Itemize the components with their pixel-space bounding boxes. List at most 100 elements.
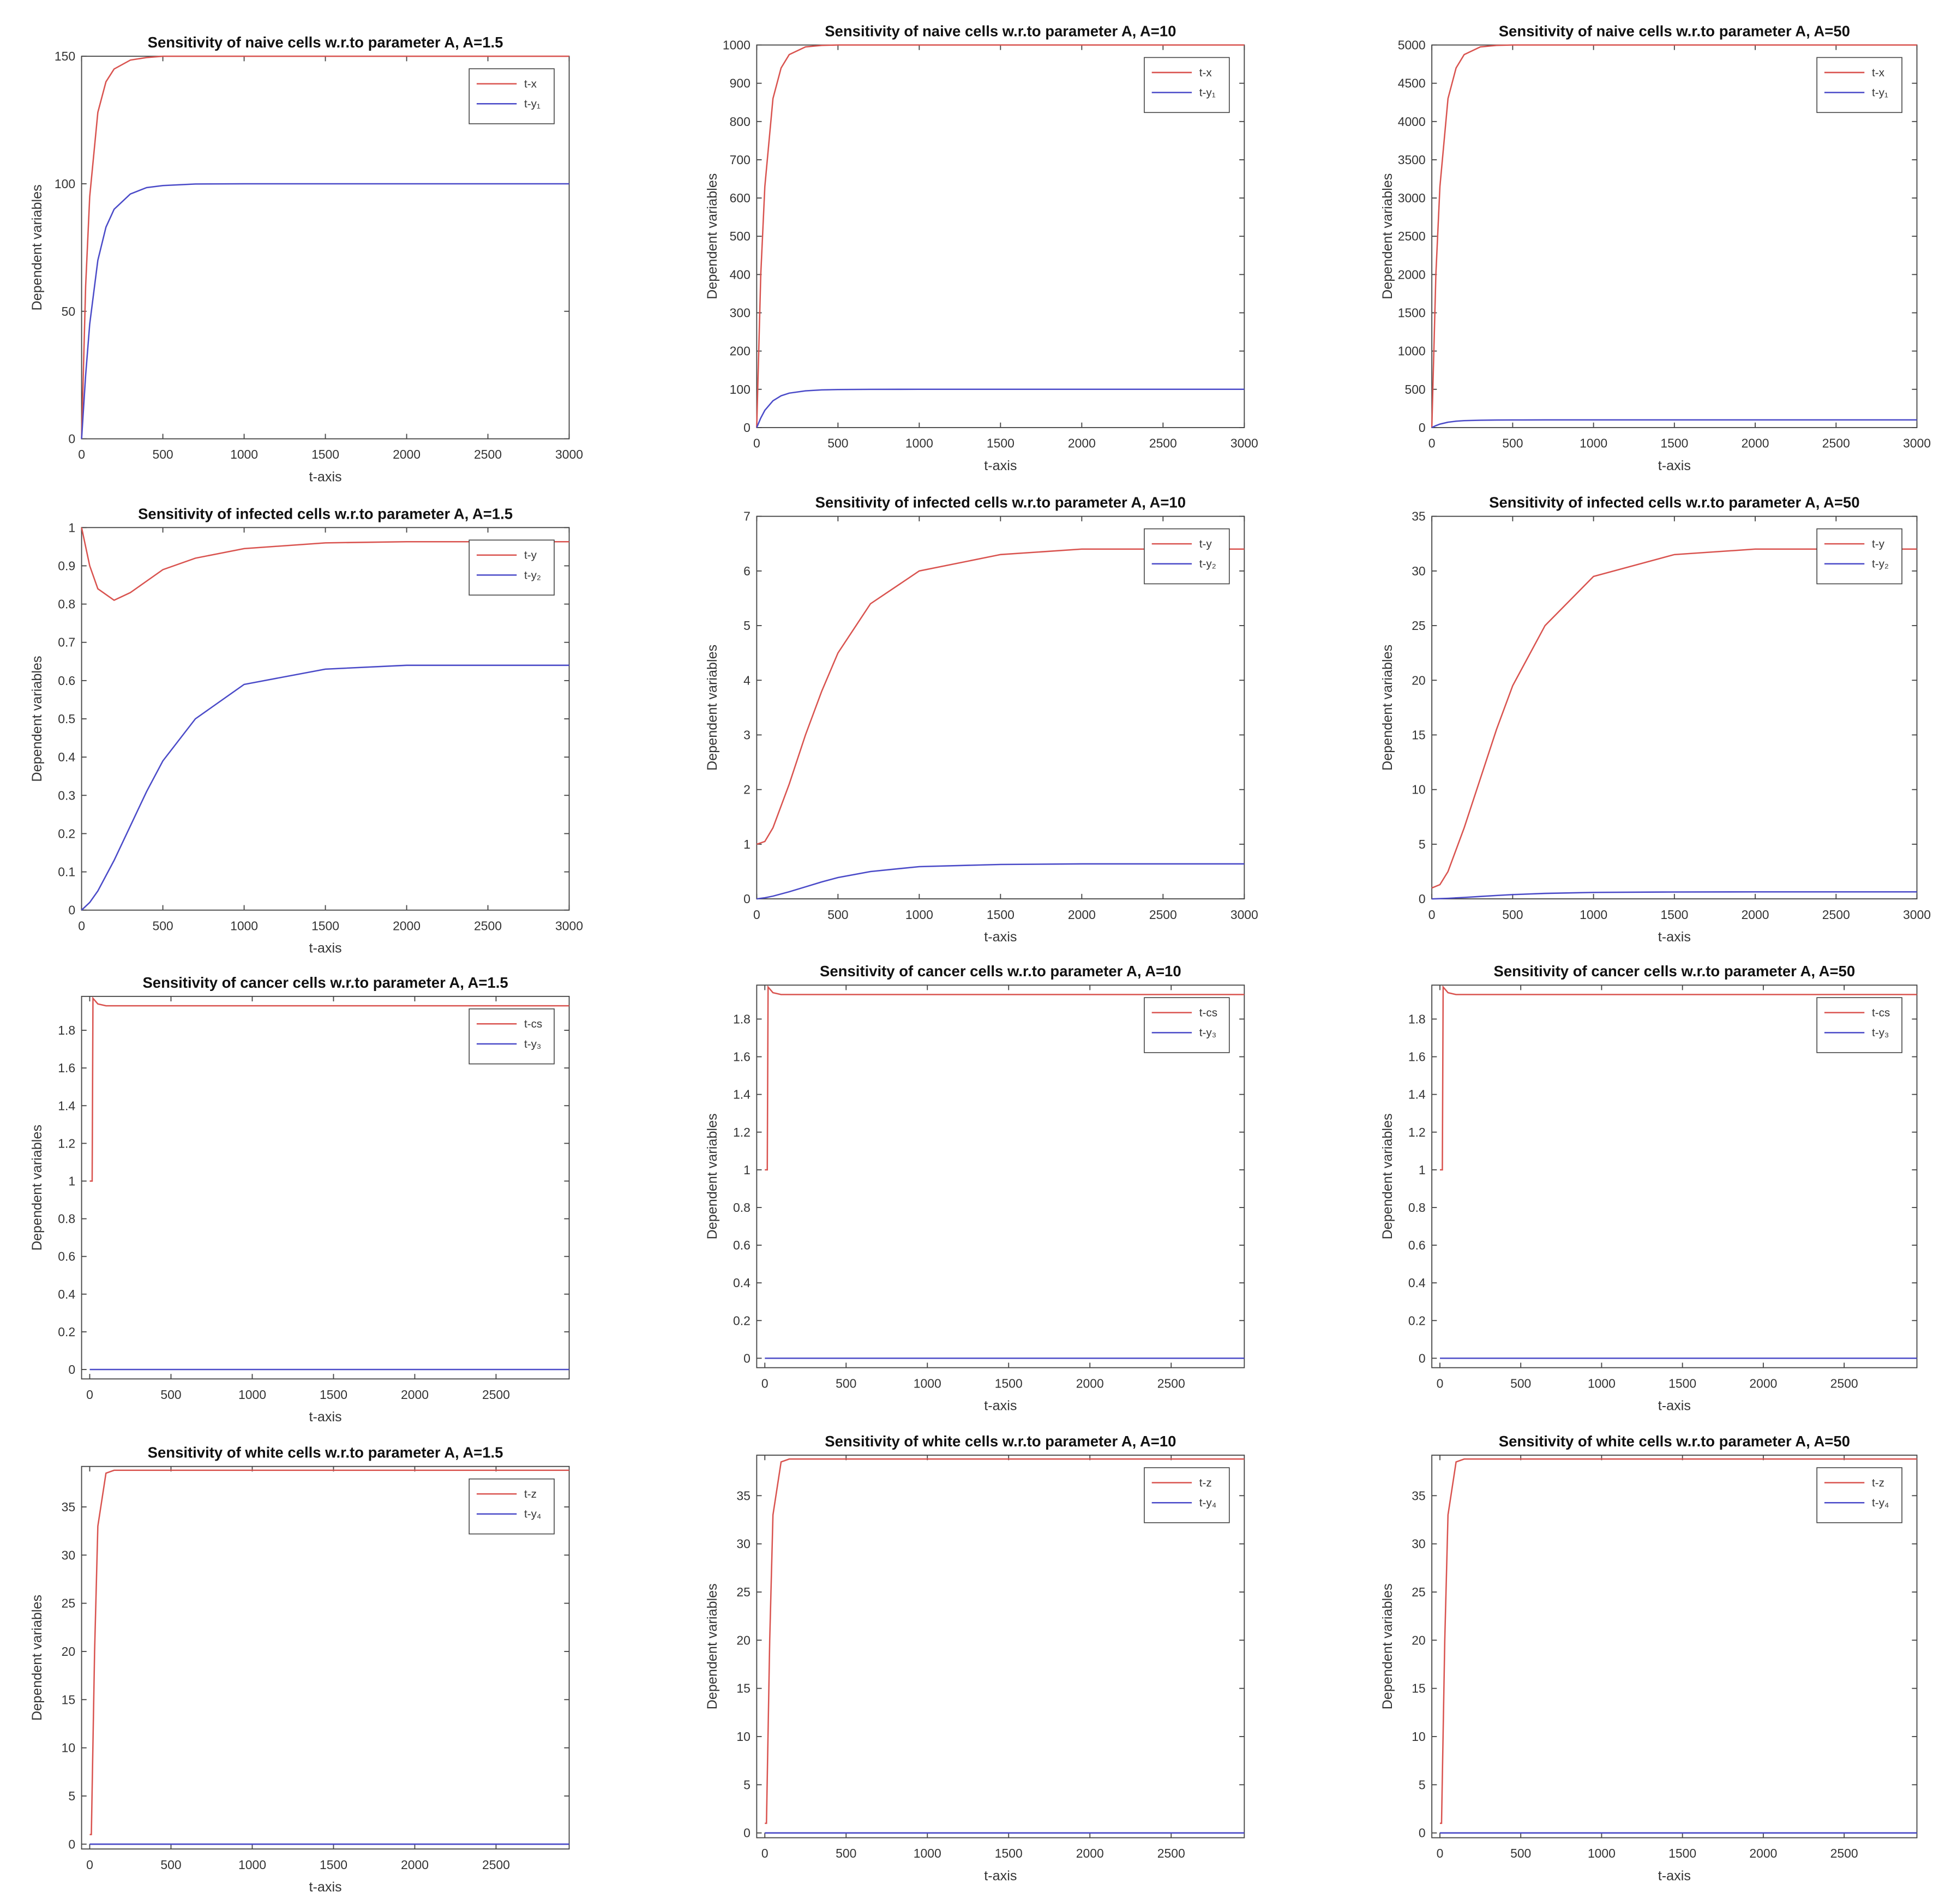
subplot: Sensitivity of infected cells w.r.to par… <box>1380 494 1931 945</box>
y-tick-label: 4000 <box>1398 115 1426 129</box>
x-axis-label: t-axis <box>984 458 1017 473</box>
subplot: Sensitivity of infected cells w.r.to par… <box>705 494 1258 945</box>
y-axis-label: Dependent variables <box>1380 645 1395 771</box>
y-tick-label: 10 <box>1412 1729 1425 1744</box>
y-axis-label: Dependent variables <box>705 1583 720 1709</box>
y-tick-label: 600 <box>730 191 751 205</box>
x-tick-label: 1500 <box>995 1846 1023 1860</box>
y-tick-label: 0.6 <box>58 1250 75 1264</box>
y-tick-label: 10 <box>62 1741 75 1755</box>
legend-label: t-y₂ <box>524 569 541 581</box>
x-tick-label: 2000 <box>1068 436 1096 451</box>
x-tick-label: 1500 <box>320 1858 347 1872</box>
y-tick-label: 0.9 <box>58 558 75 573</box>
x-tick-label: 0 <box>753 436 760 451</box>
y-tick-label: 0 <box>743 1351 751 1365</box>
y-tick-label: 1.4 <box>733 1088 751 1102</box>
y-tick-label: 25 <box>1412 1585 1425 1599</box>
y-tick-label: 3500 <box>1398 153 1426 167</box>
y-tick-label: 0.5 <box>58 712 75 726</box>
legend-box <box>1144 528 1230 585</box>
y-tick-label: 0.6 <box>733 1238 751 1252</box>
y-tick-label: 700 <box>730 153 751 167</box>
x-tick-label: 1500 <box>987 908 1014 922</box>
y-tick-label: 0.8 <box>58 597 75 611</box>
y-tick-label: 0.4 <box>58 750 75 764</box>
x-tick-label: 1000 <box>238 1388 266 1402</box>
legend-label: t-x <box>1199 67 1212 79</box>
x-tick-label: 2500 <box>482 1858 510 1872</box>
x-axis-label: t-axis <box>309 1879 341 1895</box>
y-tick-label: 0.8 <box>733 1200 751 1215</box>
x-axis-label: t-axis <box>309 941 341 956</box>
y-tick-label: 15 <box>1412 728 1425 742</box>
x-tick-label: 0 <box>1437 1846 1444 1860</box>
x-tick-label: 1000 <box>1588 1376 1616 1390</box>
chart-title: Sensitivity of white cells w.r.to parame… <box>1499 1433 1850 1450</box>
x-tick-label: 1000 <box>230 447 258 461</box>
x-axis-label: t-axis <box>1658 1868 1691 1883</box>
x-tick-label: 500 <box>1510 1846 1531 1860</box>
legend-box <box>1144 57 1230 113</box>
y-tick-label: 1500 <box>1398 306 1426 320</box>
x-tick-label: 2500 <box>474 918 502 933</box>
legend-label: t-y₁ <box>1199 86 1216 99</box>
x-tick-label: 3000 <box>555 447 583 461</box>
y-tick-label: 0 <box>743 421 751 435</box>
y-tick-label: 5 <box>1419 837 1426 851</box>
y-tick-label: 1.8 <box>1408 1012 1426 1026</box>
y-tick-label: 0 <box>1419 1351 1426 1365</box>
x-tick-label: 0 <box>1437 1376 1444 1390</box>
x-tick-label: 500 <box>160 1388 181 1402</box>
y-tick-label: 0.2 <box>1408 1313 1426 1328</box>
y-tick-label: 1 <box>743 1163 751 1177</box>
y-tick-label: 1.2 <box>1408 1125 1426 1139</box>
x-tick-label: 0 <box>86 1388 93 1402</box>
x-tick-label: 3000 <box>1903 436 1931 451</box>
x-axis-label: t-axis <box>1658 458 1691 473</box>
x-tick-label: 2000 <box>1068 908 1096 922</box>
legend-box <box>1144 1467 1230 1523</box>
x-tick-label: 3000 <box>1230 436 1258 451</box>
y-tick-label: 15 <box>62 1692 75 1707</box>
x-tick-label: 2000 <box>1749 1846 1777 1860</box>
legend-label: t-y <box>1872 538 1885 550</box>
x-tick-label: 2000 <box>1742 908 1769 922</box>
x-tick-label: 2500 <box>1830 1376 1858 1390</box>
x-tick-label: 0 <box>78 918 85 933</box>
y-tick-label: 1 <box>68 520 75 534</box>
y-tick-label: 30 <box>736 1537 750 1551</box>
y-tick-label: 2 <box>743 783 751 797</box>
y-tick-label: 1 <box>1419 1163 1426 1177</box>
subplot: Sensitivity of white cells w.r.to parame… <box>1380 1433 1918 1883</box>
x-tick-label: 1500 <box>320 1388 347 1402</box>
legend-label: t-y₂ <box>1199 558 1216 570</box>
legend-box <box>469 1478 555 1535</box>
x-tick-label: 2000 <box>1742 436 1769 451</box>
legend-label: t-cs <box>524 1018 542 1030</box>
x-tick-label: 2500 <box>1149 908 1177 922</box>
y-tick-label: 35 <box>1412 509 1425 524</box>
legend-label: t-y₄ <box>1872 1497 1889 1509</box>
y-tick-label: 0 <box>68 1362 75 1377</box>
y-tick-label: 6 <box>743 564 751 578</box>
chart-title: Sensitivity of infected cells w.r.to par… <box>138 505 513 522</box>
y-tick-label: 4500 <box>1398 76 1426 91</box>
x-tick-label: 0 <box>86 1858 93 1872</box>
x-tick-label: 1000 <box>905 436 933 451</box>
y-tick-label: 35 <box>62 1500 75 1514</box>
y-tick-label: 10 <box>736 1729 750 1744</box>
chart-title: Sensitivity of infected cells w.r.to par… <box>815 494 1186 511</box>
series-line <box>1431 44 1917 428</box>
x-tick-label: 1500 <box>1668 1846 1696 1860</box>
y-axis-label: Dependent variables <box>705 173 720 299</box>
x-tick-label: 3000 <box>1903 908 1931 922</box>
subplot: Sensitivity of infected cells w.r.to par… <box>29 505 583 956</box>
x-tick-label: 2000 <box>401 1858 429 1872</box>
x-tick-label: 2500 <box>474 447 502 461</box>
y-tick-label: 1.6 <box>1408 1050 1426 1064</box>
y-tick-label: 1.6 <box>733 1050 751 1064</box>
x-axis-label: t-axis <box>1658 1398 1691 1414</box>
y-tick-label: 1.2 <box>58 1136 75 1150</box>
y-tick-label: 3 <box>743 728 751 742</box>
